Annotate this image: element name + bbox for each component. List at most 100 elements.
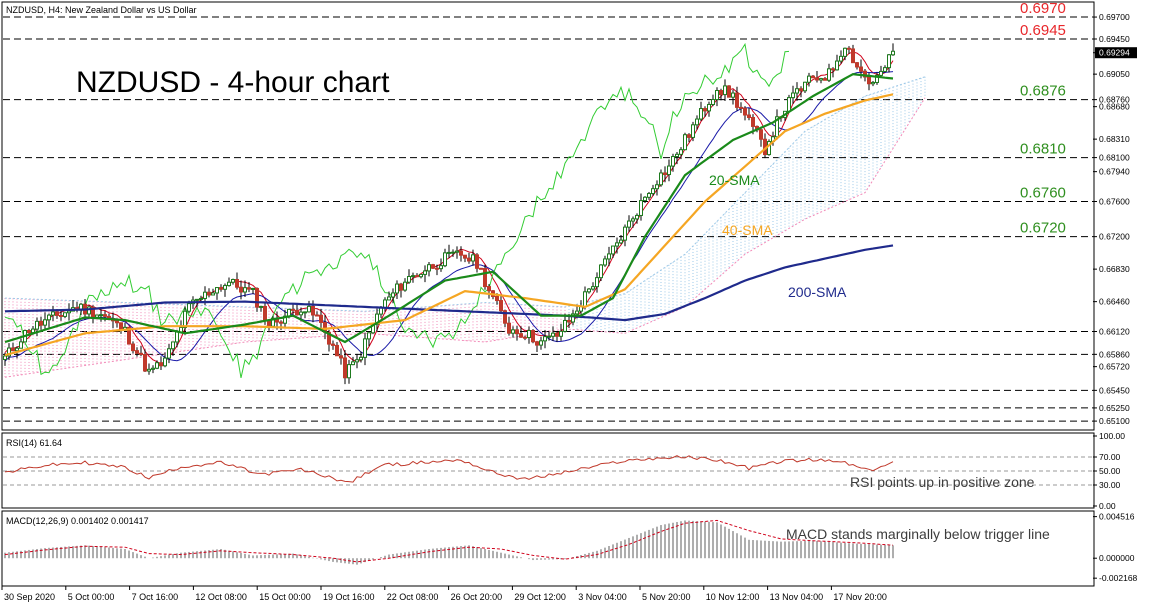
candle-body	[431, 264, 435, 269]
candle-body	[407, 276, 411, 283]
candle-body	[367, 332, 371, 340]
candle-body	[219, 287, 223, 290]
candle-body	[835, 60, 839, 71]
candle-body	[547, 335, 551, 338]
candle-body	[411, 275, 415, 278]
price-tick-label: 0.68680	[1099, 102, 1130, 112]
candle-body	[207, 291, 211, 296]
candle-body	[447, 251, 451, 254]
candle-body	[299, 311, 303, 316]
candle-body	[235, 279, 239, 288]
candle-body	[619, 239, 623, 244]
candle-body	[727, 85, 731, 98]
candle-body	[227, 281, 231, 287]
rsi-tick-label: 0.00	[1099, 501, 1116, 511]
candle-body	[867, 76, 871, 85]
candle-body	[143, 354, 147, 372]
candle-body	[395, 283, 399, 294]
time-tick-label: 3 Nov 04:00	[578, 592, 627, 602]
price-tick-label: 0.68760	[1099, 95, 1130, 105]
time-tick-label: 22 Oct 08:00	[387, 592, 439, 602]
price-tick-label: 0.65100	[1099, 416, 1130, 426]
rsi-tick-label: 30.00	[1099, 480, 1121, 490]
candle-body	[171, 341, 175, 350]
candle-body	[383, 299, 387, 309]
price-tick-label: 0.65250	[1099, 403, 1130, 413]
candle-body	[231, 279, 235, 283]
candle-body	[343, 357, 347, 379]
candle-body	[839, 55, 843, 62]
candle-body	[103, 314, 107, 317]
candle-body	[599, 264, 603, 279]
price-tick-label: 0.66460	[1099, 297, 1130, 307]
candle-body	[679, 149, 683, 155]
candle-body	[847, 47, 851, 50]
candle-body	[175, 331, 179, 343]
level-label: 0.6876	[1020, 83, 1066, 100]
candle-body	[67, 310, 71, 314]
time-tick-label: 12 Oct 08:00	[195, 592, 247, 602]
candle-body	[775, 116, 779, 138]
candle-body	[339, 355, 343, 359]
candle-body	[831, 68, 835, 71]
candle-body	[531, 330, 535, 343]
candle-body	[307, 305, 311, 313]
candle-body	[571, 313, 575, 323]
candle-body	[843, 47, 847, 57]
candle-body	[731, 92, 735, 98]
price-tick-label: 0.69700	[1099, 12, 1130, 22]
level-label: 0.6760	[1020, 185, 1066, 202]
candle-body	[587, 288, 591, 293]
candle-body	[183, 310, 187, 328]
candle-body	[63, 312, 67, 317]
candle-body	[295, 309, 299, 316]
candle-body	[355, 359, 359, 363]
candle-body	[807, 75, 811, 83]
time-tick-label: 7 Oct 16:00	[132, 592, 179, 602]
time-tick-label: 15 Oct 00:00	[259, 592, 311, 602]
candle-body	[863, 70, 867, 78]
candle-body	[331, 343, 335, 346]
macd-panel-frame	[1, 510, 1095, 587]
candle-body	[675, 153, 679, 158]
candle-body	[11, 347, 15, 352]
time-tick-label: 5 Oct 00:00	[68, 592, 115, 602]
macd-tick-label: 0.000000	[1099, 553, 1135, 563]
candle-body	[511, 329, 515, 334]
candle-body	[575, 310, 579, 315]
candle-body	[195, 298, 199, 301]
candle-body	[59, 314, 63, 317]
rsi-tick-label: 100.00	[1099, 431, 1125, 441]
candle-body	[163, 357, 167, 367]
candle-body	[327, 331, 331, 345]
candle-body	[823, 78, 827, 81]
candle-body	[643, 196, 647, 202]
candle-body	[115, 320, 119, 324]
time-tick-label: 13 Nov 04:00	[770, 592, 824, 602]
candle-body	[787, 97, 791, 112]
candle-body	[691, 124, 695, 138]
tenkan-sen-line	[4, 51, 894, 365]
candle-body	[267, 320, 271, 327]
price-tick-label: 0.69450	[1099, 34, 1130, 44]
rsi-tick-label: 70.00	[1099, 452, 1121, 462]
candle-body	[311, 305, 315, 316]
candle-body	[715, 90, 719, 101]
time-tick-label: 19 Oct 16:00	[323, 592, 375, 602]
candle-body	[199, 297, 203, 300]
candle-body	[291, 308, 295, 311]
candle-body	[251, 287, 255, 290]
candle-body	[439, 265, 443, 270]
candle-body	[479, 267, 483, 270]
candle-body	[887, 54, 891, 69]
candle-body	[723, 85, 727, 96]
candle-body	[359, 356, 363, 361]
candle-body	[147, 368, 151, 372]
candle-body	[711, 99, 715, 105]
candle-body	[799, 88, 803, 92]
candle-body	[815, 77, 819, 81]
candle-body	[215, 287, 219, 294]
macd-tick-label: 0.004516	[1099, 512, 1135, 522]
candle-body	[131, 343, 135, 352]
